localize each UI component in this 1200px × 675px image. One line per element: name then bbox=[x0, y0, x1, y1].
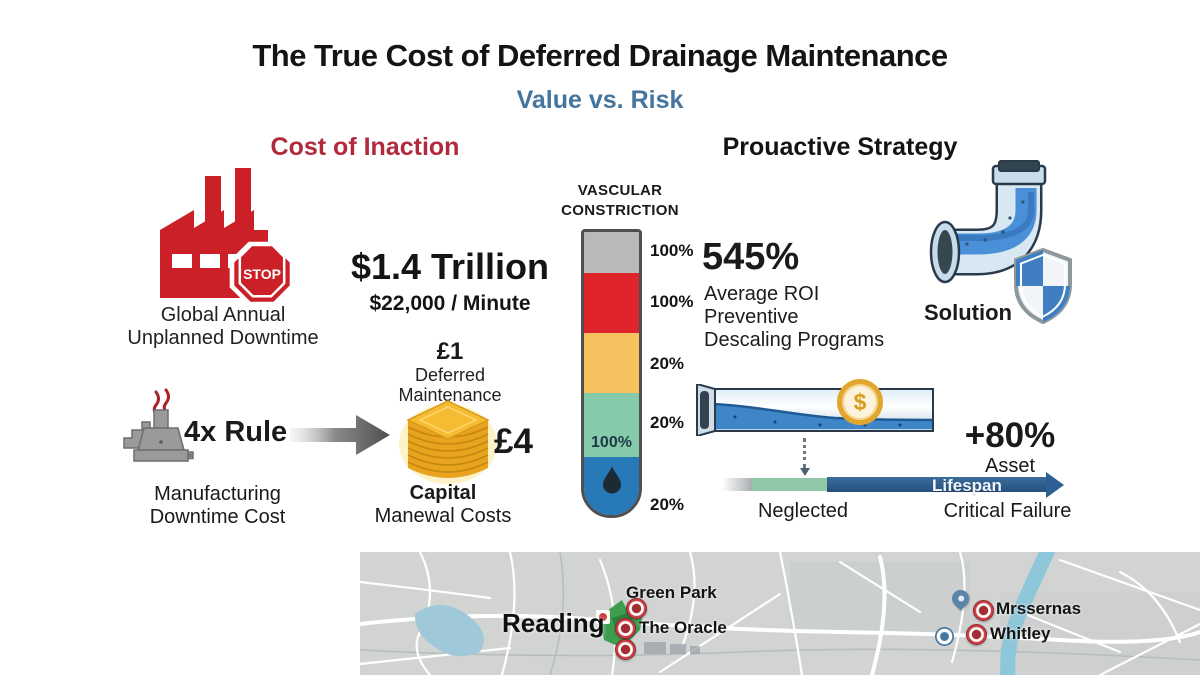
proactive-strategy-heading: Prouactive Strategy bbox=[722, 133, 958, 161]
lifespan-word-label: Lifespan bbox=[932, 476, 1002, 495]
coin-stack-icon bbox=[398, 398, 498, 491]
map-marker-the-oracle bbox=[615, 618, 636, 639]
rule-caption: Manufacturing Downtime Cost bbox=[149, 483, 286, 528]
map-label-mrssernas: Mrssernas bbox=[996, 599, 1082, 618]
downtime-rate: $22,000 / Minute bbox=[369, 292, 531, 315]
map-label-whitley: Whitley bbox=[990, 624, 1051, 643]
map-marker-whitley bbox=[966, 624, 987, 645]
gauge-title: VASCULAR CONSTRICTION bbox=[561, 182, 679, 219]
downtime-caption: Global Annual Unplanned Downtime bbox=[127, 304, 319, 349]
ratio-bottom-value: £4 bbox=[494, 422, 533, 461]
map-marker-blue-circle bbox=[935, 627, 954, 646]
ratio-bottom-caption-2: Manewal Costs bbox=[374, 505, 512, 527]
tube-segment-green: 100% bbox=[584, 393, 639, 457]
cost-of-inaction-heading: Cost of Inaction bbox=[270, 133, 460, 161]
city-map: Reading Green Park The Oracle Mrssernas … bbox=[360, 552, 1200, 675]
roi-caption: Average ROI Preventive Descaling Program… bbox=[704, 283, 885, 351]
tube-green-inner-label: 100% bbox=[591, 434, 632, 451]
shield-icon bbox=[1008, 246, 1078, 331]
tube-label-4: 20% bbox=[650, 495, 685, 514]
map-marker-unlabeled bbox=[615, 639, 636, 660]
timeline-arrowhead-icon bbox=[1046, 472, 1064, 498]
map-label-the-oracle: The Oracle bbox=[639, 618, 727, 637]
solution-label: Solution bbox=[924, 300, 1012, 325]
ratio-top-caption: Deferred Maintenance bbox=[398, 365, 502, 405]
downtime-amount: $1.4 Trillion bbox=[350, 246, 550, 287]
pipe-elbow-icon bbox=[915, 158, 1050, 308]
stop-sign-label: STOP bbox=[243, 266, 281, 282]
map-label-green-park: Green Park bbox=[626, 583, 717, 602]
constriction-tube: 100% bbox=[581, 229, 642, 518]
page-subtitle: Value vs. Risk bbox=[516, 86, 684, 114]
lifespan-asset-label: Asset bbox=[984, 455, 1036, 477]
map-marker-mrssernas bbox=[973, 600, 994, 621]
manufacturing-plant-icon bbox=[116, 384, 206, 479]
tube-label-1: 100% bbox=[650, 292, 694, 311]
map-city-label: Reading bbox=[502, 608, 605, 638]
ratio-top-value: £1 bbox=[436, 338, 464, 365]
tube-segment-gray bbox=[584, 232, 639, 273]
tube-label-0: 100% bbox=[650, 241, 694, 260]
dollar-coin-icon: $ bbox=[837, 379, 883, 425]
map-lake bbox=[414, 605, 484, 657]
rule-value: 4x Rule bbox=[184, 416, 288, 448]
map-river bbox=[1000, 552, 1056, 675]
timeline-neglected-segment bbox=[752, 478, 827, 491]
map-marker-green-park bbox=[626, 598, 647, 619]
dotted-down-arrow-icon bbox=[800, 438, 810, 476]
timeline-fade-segment bbox=[722, 478, 752, 491]
droplet-icon bbox=[601, 466, 623, 501]
tube-segment-blue bbox=[584, 457, 639, 515]
right-arrow-icon bbox=[288, 410, 392, 465]
lifespan-timeline bbox=[722, 472, 1064, 498]
tube-label-3: 20% bbox=[650, 413, 685, 432]
timeline-end-label: Critical Failure bbox=[943, 500, 1072, 522]
map-roads bbox=[360, 552, 1200, 675]
page-title: The True Cost of Deferred Drainage Maint… bbox=[252, 38, 948, 73]
horizontal-pipe-icon bbox=[695, 382, 935, 441]
ratio-bottom-caption-1: Capital bbox=[409, 482, 477, 504]
map-buildings bbox=[644, 642, 700, 654]
tube-segment-amber bbox=[584, 333, 639, 393]
stop-sign-icon: STOP bbox=[229, 241, 295, 307]
timeline-failure-segment bbox=[827, 477, 1046, 492]
lifespan-value: +80% bbox=[964, 416, 1056, 455]
tube-label-2: 20% bbox=[650, 354, 685, 373]
tube-segment-red bbox=[584, 273, 639, 333]
factory-stop-icon: STOP bbox=[150, 166, 300, 321]
timeline-start-label: Neglected bbox=[757, 500, 849, 522]
roi-value: 545% bbox=[702, 236, 800, 278]
